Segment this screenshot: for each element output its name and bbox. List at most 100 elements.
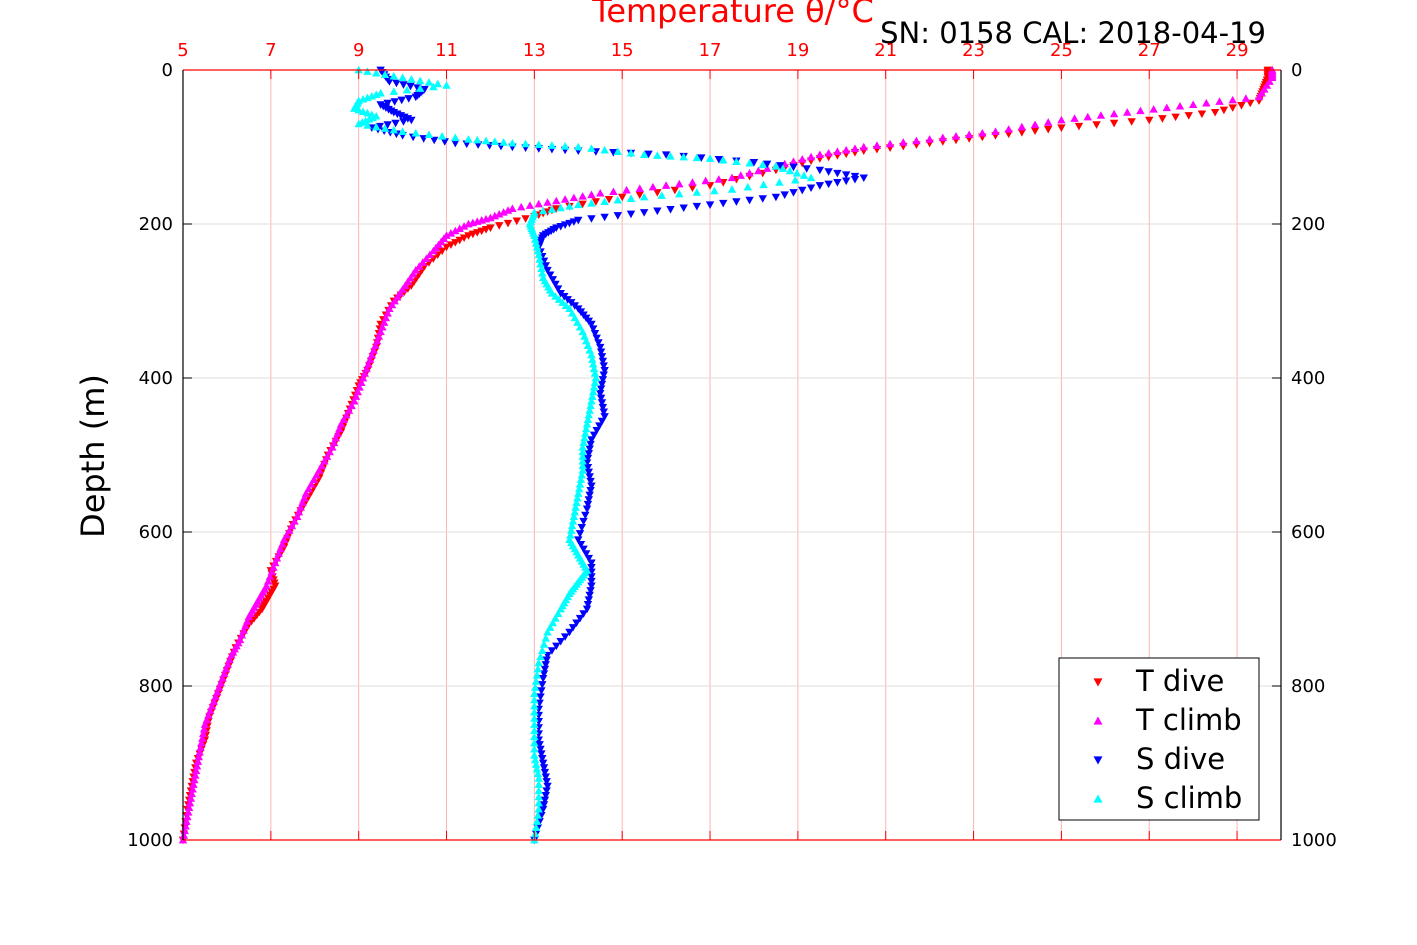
data-point bbox=[613, 147, 623, 155]
data-point bbox=[585, 445, 594, 454]
data-point bbox=[575, 530, 585, 538]
data-point bbox=[490, 211, 500, 220]
data-point bbox=[540, 665, 550, 674]
data-point bbox=[600, 213, 609, 222]
data-point bbox=[534, 805, 543, 813]
data-point bbox=[533, 246, 543, 255]
data-point bbox=[666, 152, 675, 160]
y-tick-label-left: 200 bbox=[139, 214, 173, 235]
data-point bbox=[582, 420, 592, 428]
legend: T dive T climb S dive S climb bbox=[1058, 657, 1260, 821]
data-point bbox=[859, 174, 868, 182]
data-point bbox=[392, 79, 401, 88]
data-point bbox=[675, 179, 684, 188]
data-point bbox=[404, 95, 413, 103]
y-axis-label: Depth (m) bbox=[74, 374, 112, 538]
legend-marker bbox=[1093, 756, 1103, 765]
data-point bbox=[710, 186, 719, 195]
data-point bbox=[437, 132, 447, 140]
data-point bbox=[622, 185, 631, 194]
data-point bbox=[535, 255, 544, 263]
data-point bbox=[538, 206, 548, 215]
data-point bbox=[533, 769, 543, 778]
data-point bbox=[639, 150, 649, 159]
data-point bbox=[618, 193, 627, 202]
data-point bbox=[531, 239, 541, 247]
data-point bbox=[532, 671, 542, 679]
data-point bbox=[1030, 127, 1040, 136]
data-point bbox=[745, 196, 754, 205]
data-point bbox=[569, 512, 579, 520]
data-point bbox=[542, 787, 551, 795]
data-point bbox=[587, 215, 596, 223]
data-point bbox=[575, 480, 585, 488]
data-point bbox=[541, 262, 550, 270]
data-point bbox=[639, 209, 649, 217]
data-point bbox=[537, 687, 546, 695]
data-point bbox=[1184, 112, 1193, 120]
y-tick-label-left: 1000 bbox=[127, 830, 173, 851]
axes-frame bbox=[182, 69, 1282, 841]
data-point bbox=[578, 466, 587, 474]
data-point bbox=[806, 152, 816, 161]
legend-box bbox=[1058, 657, 1260, 821]
data-point bbox=[556, 203, 565, 212]
data-point bbox=[692, 153, 702, 162]
data-point bbox=[581, 511, 590, 520]
data-point bbox=[539, 640, 549, 648]
chart-subtitle: SN: 0158 CAL: 2018-04-19 bbox=[880, 16, 1266, 50]
data-point bbox=[692, 188, 702, 196]
data-point bbox=[586, 477, 595, 486]
data-point bbox=[597, 380, 607, 389]
data-point bbox=[841, 145, 851, 154]
data-point bbox=[589, 364, 599, 373]
data-point bbox=[572, 498, 581, 507]
data-point bbox=[538, 805, 548, 814]
data-point bbox=[525, 201, 535, 209]
data-point bbox=[459, 222, 469, 230]
data-point bbox=[582, 505, 592, 514]
x-tick-label: 17 bbox=[699, 40, 722, 61]
data-point bbox=[424, 130, 434, 139]
data-point bbox=[372, 68, 381, 77]
data-point bbox=[552, 642, 561, 651]
data-point bbox=[732, 157, 741, 165]
data-point bbox=[534, 658, 543, 667]
data-point bbox=[407, 116, 416, 125]
data-point bbox=[534, 774, 543, 782]
legend-label: S climb bbox=[1136, 781, 1242, 815]
data-point bbox=[587, 320, 596, 329]
data-point bbox=[464, 219, 473, 228]
legend-label: S dive bbox=[1136, 742, 1225, 776]
data-point bbox=[600, 197, 609, 206]
data-point bbox=[534, 199, 543, 208]
data-point bbox=[657, 191, 666, 199]
data-point bbox=[521, 215, 530, 223]
data-point bbox=[584, 410, 594, 419]
data-point bbox=[806, 184, 816, 193]
data-point bbox=[560, 195, 570, 203]
data-point bbox=[568, 517, 578, 525]
data-point bbox=[584, 554, 594, 563]
y-tick-label-right: 600 bbox=[1291, 522, 1325, 543]
data-point bbox=[688, 184, 697, 193]
data-point bbox=[534, 786, 543, 795]
data-point bbox=[579, 545, 588, 554]
data-point bbox=[536, 693, 545, 701]
data-point bbox=[670, 186, 680, 195]
data-point bbox=[1136, 106, 1145, 115]
data-point bbox=[573, 493, 582, 502]
data-point bbox=[575, 614, 585, 623]
data-point bbox=[714, 175, 724, 183]
data-point bbox=[499, 138, 508, 146]
data-point bbox=[1057, 124, 1066, 132]
data-point bbox=[354, 119, 363, 128]
data-point bbox=[541, 791, 550, 800]
data-point bbox=[759, 180, 768, 189]
data-point bbox=[199, 729, 208, 738]
data-point bbox=[185, 798, 195, 807]
data-point bbox=[200, 720, 210, 728]
data-point bbox=[534, 792, 543, 801]
data-point bbox=[1109, 109, 1119, 118]
x-tick-label: 29 bbox=[1226, 40, 1249, 61]
